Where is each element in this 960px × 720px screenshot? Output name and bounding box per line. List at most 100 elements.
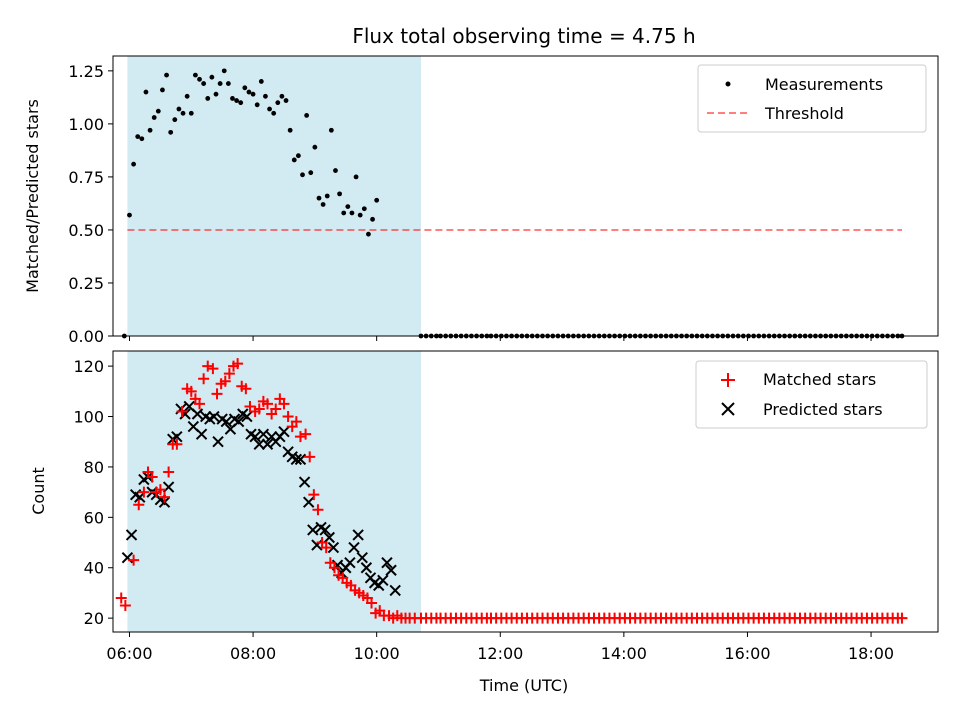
measurement-point: [225, 81, 231, 86]
measurement-point: [254, 102, 260, 108]
predicted-star-point: [352, 529, 364, 541]
bottom-axis-layer: 06:00 08:00 10:00 12:00 14:00 16:00 18:00 20 40 6…: [73, 357, 894, 663]
measurement-point: [230, 96, 235, 101]
bottom-predicted-layer: [121, 400, 401, 597]
measurement-point: [160, 87, 165, 93]
measurement-point: [295, 153, 301, 159]
matched-star-point: [366, 597, 378, 609]
predicted-star-point: [220, 415, 233, 428]
matched-star-point: [219, 375, 231, 387]
measurement-point: [242, 85, 248, 91]
measurement-point: [361, 206, 367, 212]
matched-star-point: [146, 471, 158, 483]
matched-star-point: [138, 486, 150, 498]
measurement-point: [221, 68, 227, 74]
measurement-point: [164, 72, 169, 78]
measurement-point: [197, 76, 202, 82]
predicted-star-point: [385, 564, 397, 576]
matched-star-point: [261, 398, 273, 410]
measurement-point: [370, 216, 375, 222]
measurement-point: [353, 174, 359, 180]
measurement-point: [155, 108, 161, 114]
measurement-point: [127, 212, 132, 218]
x-tick-label: 06:00: [106, 644, 152, 663]
bottom-observing-window: [127, 351, 421, 632]
predicted-star-point: [195, 428, 208, 440]
matched-star-point: [133, 499, 145, 511]
predicted-star-point: [344, 556, 356, 569]
measurement-point: [300, 172, 305, 178]
predicted-star-point: [319, 524, 331, 536]
matched-star-point: [294, 431, 306, 443]
legend-measurements-marker: [725, 81, 731, 87]
top-panel: 0.00 0.25 0.50 0.75 1.00 1.25 Matched/Predict…: [23, 55, 939, 346]
measurement-point: [131, 161, 136, 167]
bottom-y-tick-label: 80: [84, 458, 104, 477]
x-tick-label: 16:00: [724, 644, 770, 663]
predicted-star-point: [253, 438, 265, 450]
measurement-point: [234, 98, 239, 103]
matched-star-point: [158, 491, 170, 503]
measurement-point: [209, 74, 215, 80]
measurement-point: [180, 110, 186, 116]
measurement-point: [258, 79, 264, 84]
predicted-star-point: [278, 425, 290, 438]
bottom-legend-box: [695, 360, 928, 429]
measurement-point: [337, 191, 342, 197]
bottom-matched-layer: [115, 358, 908, 624]
legend-predicted-marker: [721, 402, 735, 416]
top-y-tick-label: 0.75: [68, 168, 104, 187]
measurement-point: [217, 81, 223, 86]
matched-star-point: [223, 368, 235, 380]
matched-star-point: [300, 428, 312, 440]
matched-star-point: [896, 612, 908, 624]
predicted-star-point: [327, 541, 340, 554]
bottom-shade-layer: [127, 351, 421, 632]
predicted-star-point: [257, 428, 270, 440]
matched-star-point: [240, 383, 252, 395]
measurement-point: [283, 98, 289, 103]
predicted-star-point: [261, 438, 274, 450]
legend-measurements-label: Measurements: [765, 75, 883, 94]
matched-star-point: [115, 592, 127, 604]
bottom-y-tick-label: 60: [84, 508, 104, 527]
matched-star-point: [312, 504, 324, 516]
matched-star-point: [163, 466, 175, 478]
measurement-point: [333, 168, 338, 173]
matched-star-point: [198, 373, 210, 385]
top-y-tick-label: 0.00: [68, 327, 104, 346]
measurement-point: [304, 112, 310, 118]
measurement-point: [250, 91, 256, 97]
predicted-star-point: [381, 556, 393, 569]
predicted-star-point: [360, 562, 373, 574]
measurement-point: [291, 157, 297, 163]
measurement-point: [172, 117, 178, 123]
legend-predicted-label: Predicted stars: [763, 400, 883, 419]
predicted-star-point: [377, 574, 389, 587]
measurement-point: [135, 134, 141, 140]
x-tick-label: 08:00: [230, 644, 276, 663]
matched-star-point: [154, 484, 166, 496]
measurement-point: [271, 110, 277, 116]
measurement-point: [205, 96, 211, 101]
measurement-point: [279, 93, 285, 99]
measurement-point: [238, 100, 244, 106]
matched-star-point: [253, 403, 265, 415]
measurement-point: [263, 93, 268, 99]
predicted-star-point: [125, 529, 138, 541]
matched-star-point: [185, 385, 197, 397]
measurement-point: [308, 170, 314, 176]
predicted-star-point: [212, 436, 224, 448]
measurement-point: [324, 193, 330, 199]
chart-title: Flux total observing time = 4.75 h: [352, 24, 695, 48]
top-plot-frame: [112, 55, 939, 337]
predicted-star-point: [290, 453, 303, 466]
predicted-star-point: [208, 410, 220, 423]
measurement-point: [320, 202, 326, 207]
predicted-star-point: [307, 524, 319, 536]
predicted-star-point: [389, 584, 401, 597]
measurement-point: [192, 72, 198, 78]
measurement-point: [176, 106, 182, 112]
predicted-star-point: [232, 415, 245, 428]
predicted-star-point: [294, 453, 307, 466]
